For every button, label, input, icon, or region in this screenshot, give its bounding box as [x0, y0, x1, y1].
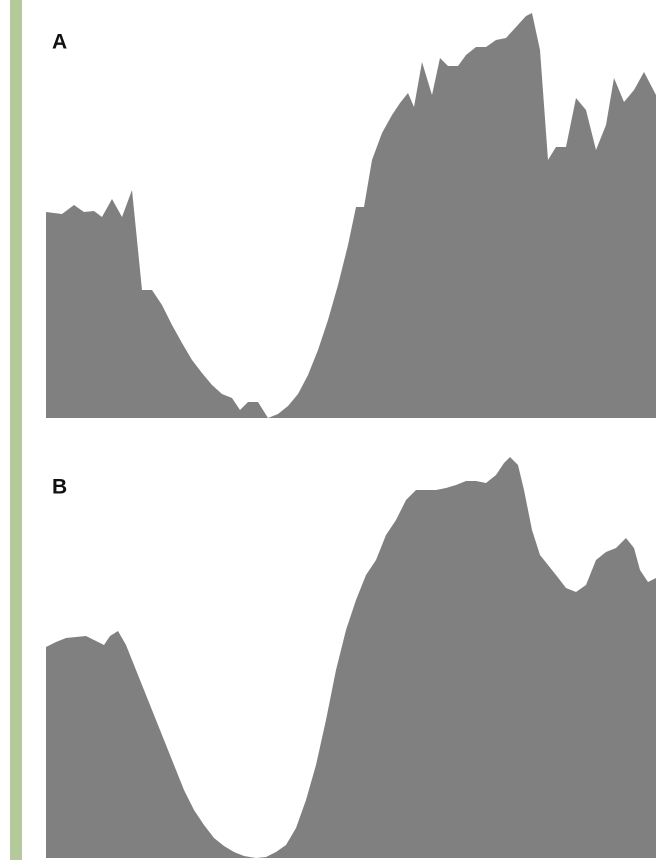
- area: [46, 457, 656, 858]
- area: [46, 13, 656, 418]
- side-bar: [10, 0, 22, 860]
- panel-label: B: [52, 476, 67, 499]
- panel-label: A: [52, 31, 67, 54]
